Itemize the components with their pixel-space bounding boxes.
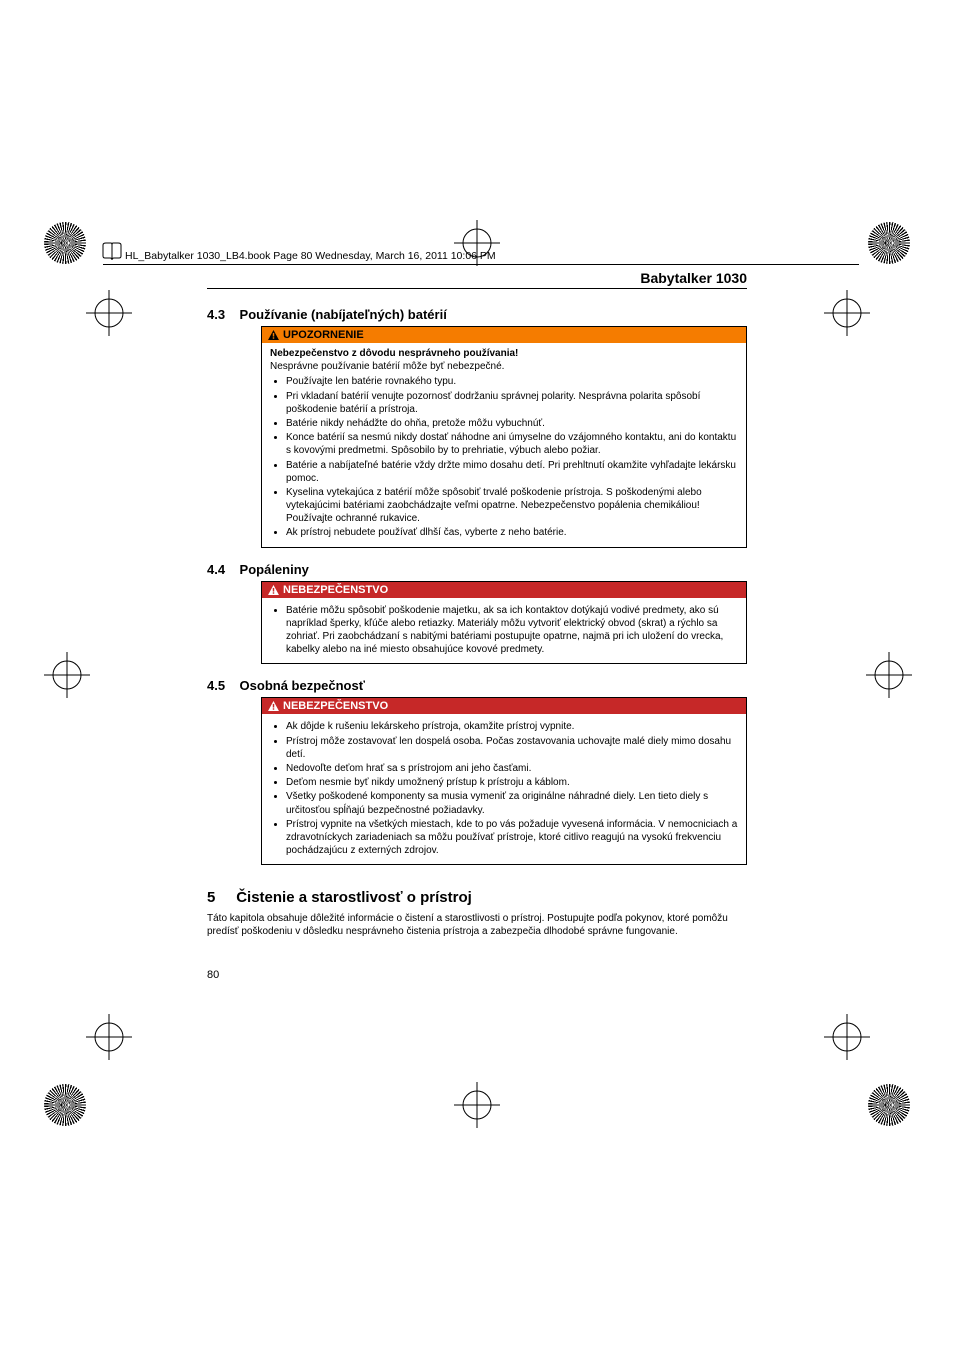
danger-box-4-5-label: NEBEZPEČENSTVO	[283, 700, 388, 712]
list-item: Deťom nesmie byť nikdy umožnený prístup …	[286, 776, 738, 789]
registration-radial-tl	[44, 222, 86, 264]
list-item: Batérie môžu spôsobiť poškodenie majetku…	[286, 604, 738, 657]
section-4-3-title: Používanie (nabíjateľných) batérií	[240, 307, 447, 322]
danger-box-4-5-body: Ak dôjde k rušeniu lekárskeho prístroja,…	[262, 714, 746, 864]
running-header: HL_Babytalker 1030_LB4.book Page 80 Wedn…	[125, 250, 496, 262]
page-number: 80	[207, 969, 747, 981]
list-item: Ak dôjde k rušeniu lekárskeho prístroja,…	[286, 720, 738, 733]
danger-box-4-5: NEBEZPEČENSTVO Ak dôjde k rušeniu lekárs…	[261, 697, 747, 865]
list-item: Kyselina vytekajúca z batérií môže spôso…	[286, 486, 738, 526]
section-4-4-num: 4.4	[207, 562, 225, 577]
section-4-4-title: Popáleniny	[240, 562, 309, 577]
running-header-rule	[103, 264, 859, 265]
warning-4-3-subline: Nesprávne používanie batérií môže byť ne…	[270, 361, 504, 372]
danger-box-4-5-header: NEBEZPEČENSTVO	[262, 698, 746, 714]
danger-box-4-4-body: Batérie môžu spôsobiť poškodenie majetku…	[262, 598, 746, 664]
crop-mark-tl	[86, 290, 132, 336]
list-item: Ak prístroj nebudete používať dlhší čas,…	[286, 526, 738, 539]
danger-triangle-icon	[268, 701, 279, 711]
list-item: Prístroj môže zostavovať len dospelá oso…	[286, 735, 738, 761]
section-4-5-heading: 4.5 Osobná bezpečnosť	[207, 678, 747, 693]
chapter-5-intro: Táto kapitola obsahuje dôležité informác…	[207, 912, 747, 938]
page-content: Babytalker 1030 4.3 Používanie (nabíjate…	[207, 270, 747, 981]
warning-box-4-3-body: Nebezpečenstvo z dôvodu nesprávneho použ…	[262, 343, 746, 547]
crop-mark-bl	[86, 1014, 132, 1060]
warning-4-3-boldline: Nebezpečenstvo z dôvodu nesprávneho použ…	[270, 348, 518, 359]
section-4-3-num: 4.3	[207, 307, 225, 322]
list-item: Prístroj vypnite na všetkých miestach, k…	[286, 818, 738, 858]
danger-4-4-list: Batérie môžu spôsobiť poškodenie majetku…	[270, 604, 738, 657]
section-4-4-heading: 4.4 Popáleniny	[207, 562, 747, 577]
registration-cross-left	[44, 652, 90, 698]
warning-triangle-icon	[268, 330, 279, 340]
list-item: Pri vkladaní batérií venujte pozornosť d…	[286, 390, 738, 416]
warning-box-4-3: UPOZORNENIE Nebezpečenstvo z dôvodu nesp…	[261, 326, 747, 548]
crop-mark-br	[824, 1014, 870, 1060]
registration-radial-tr	[868, 222, 910, 264]
list-item: Všetky poškodené komponenty sa musia vym…	[286, 790, 738, 816]
danger-box-4-4-header: NEBEZPEČENSTVO	[262, 582, 746, 598]
section-4-5-title: Osobná bezpečnosť	[240, 678, 365, 693]
warning-box-4-3-label: UPOZORNENIE	[283, 329, 364, 341]
danger-triangle-icon	[268, 585, 279, 595]
section-4-3-heading: 4.3 Používanie (nabíjateľných) batérií	[207, 307, 747, 322]
list-item: Nedovoľte deťom hrať sa s prístrojom ani…	[286, 762, 738, 775]
registration-cross-bottom	[454, 1082, 500, 1128]
registration-cross-right	[866, 652, 912, 698]
page-title: Babytalker 1030	[207, 270, 747, 289]
list-item: Konce batérií sa nesmú nikdy dostať náho…	[286, 431, 738, 457]
danger-box-4-4: NEBEZPEČENSTVO Batérie môžu spôsobiť poš…	[261, 581, 747, 665]
chapter-5-title: Čistenie a starostlivosť o prístroj	[236, 889, 472, 906]
section-4-5-num: 4.5	[207, 678, 225, 693]
danger-4-5-list: Ak dôjde k rušeniu lekárskeho prístroja,…	[270, 720, 738, 857]
chapter-5-heading: 5 Čistenie a starostlivosť o prístroj	[207, 889, 747, 906]
registration-radial-bl	[44, 1084, 86, 1126]
list-item: Batérie nikdy nehádžte do ohňa, pretože …	[286, 417, 738, 430]
book-icon	[100, 240, 124, 264]
chapter-5-num: 5	[207, 889, 215, 906]
registration-radial-br	[868, 1084, 910, 1126]
list-item: Používajte len batérie rovnakého typu.	[286, 375, 738, 388]
warning-box-4-3-header: UPOZORNENIE	[262, 327, 746, 343]
crop-mark-tr	[824, 290, 870, 336]
list-item: Batérie a nabíjateľné batérie vždy držte…	[286, 459, 738, 485]
warning-4-3-list: Používajte len batérie rovnakého typu. P…	[270, 375, 738, 539]
danger-box-4-4-label: NEBEZPEČENSTVO	[283, 584, 388, 596]
